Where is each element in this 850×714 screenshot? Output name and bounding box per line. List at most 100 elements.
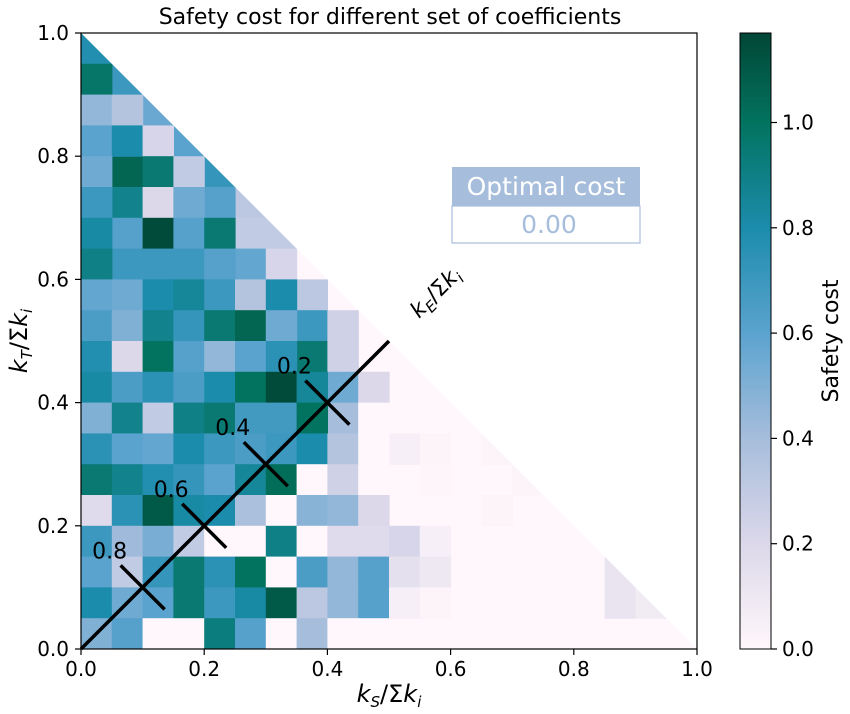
heatmap-cell [327, 495, 359, 527]
optimal-cost-value: 0.00 [521, 210, 577, 239]
heatmap-cell [358, 556, 390, 588]
heatmap-cell [111, 217, 144, 250]
heatmap-cell [81, 125, 113, 157]
heatmap-cell [81, 495, 113, 527]
heatmap-cell [142, 433, 174, 465]
diagonal-tick-mark [119, 564, 166, 611]
heatmap-cell [81, 310, 113, 342]
diagonal-tick-label: 0.4 [215, 416, 250, 441]
heatmap-cell [173, 464, 205, 496]
heatmap-cell [142, 341, 174, 373]
heatmap-cell [173, 587, 205, 619]
colorbar-tick-label: 0.8 [782, 216, 814, 240]
heatmap-cell [265, 341, 298, 373]
heatmap-cell [111, 279, 144, 311]
heatmap-cell [204, 217, 236, 250]
y-tick-label: 0.0 [37, 637, 69, 661]
x-tick-label: 1.0 [681, 657, 713, 681]
colorbar-label: Safety cost [819, 279, 844, 402]
heatmap-cell [81, 402, 113, 434]
heatmap-cell [142, 310, 174, 342]
heatmap-cell [81, 371, 113, 404]
heatmap-cell [265, 495, 298, 527]
heatmap-cell [142, 248, 174, 280]
heatmap-cell [111, 464, 144, 496]
heatmap-cell [265, 587, 298, 619]
heatmap-cell [327, 525, 359, 558]
heatmap-cell [265, 248, 298, 280]
heatmap-cell [204, 556, 236, 588]
heatmap-cell [235, 279, 267, 311]
colorbar-gradient [739, 32, 772, 650]
y-axis: 0.0 0.2 0.4 0.6 0.8 1.0 [37, 21, 81, 661]
heatmap-cell [81, 556, 113, 588]
heatmap-cell [235, 310, 267, 342]
heatmap-cell [81, 433, 113, 465]
x-tick-label: 0.6 [435, 657, 467, 681]
heatmap-cell [235, 248, 267, 280]
heatmap-cell [173, 248, 205, 280]
diagonal-tick-label: 0.8 [92, 539, 127, 564]
heatmap-cell [265, 310, 298, 342]
heatmap-cell [111, 525, 144, 558]
heatmap-cell [111, 156, 144, 188]
heatmap-cell [358, 587, 390, 619]
plot-frame [80, 32, 698, 650]
diagonal-tick-mark [180, 502, 228, 550]
heatmap-cell [235, 217, 267, 250]
heatmap-cell [142, 525, 174, 558]
heatmap-cell [296, 464, 328, 496]
heatmap-cell [81, 156, 113, 188]
heatmap-cells [81, 33, 667, 649]
heatmap-cell [358, 464, 390, 496]
heatmap-cell [358, 525, 390, 558]
heatmap-cell [265, 371, 298, 404]
heatmap-cell [296, 341, 328, 373]
heatmap-cell [204, 279, 236, 311]
heatmap-cell [111, 433, 144, 465]
heatmap-cell [327, 618, 359, 649]
heatmap-cell [142, 217, 174, 250]
heatmap-cell [327, 341, 359, 373]
heatmap-cell [204, 248, 236, 280]
heatmap-cell [265, 618, 298, 649]
heatmap-cell [235, 556, 267, 588]
heatmap-cell [142, 402, 174, 434]
heatmap-cell [142, 495, 174, 527]
heatmap-cell [296, 433, 328, 465]
optimal-cost-value-bg [451, 205, 641, 244]
heatmap-cell [111, 618, 144, 649]
diagonal-axis-line [79, 339, 391, 651]
heatmap-cell [81, 217, 113, 250]
x-axis-label: kS/Σki [357, 680, 423, 711]
heatmap-cell [358, 433, 390, 465]
heatmap-cell [111, 248, 144, 280]
diagonal-tick-mark [242, 440, 290, 488]
colorbar-tick-label: 1.0 [782, 111, 814, 135]
heatmap-cell [81, 187, 113, 219]
heatmap-cell [111, 310, 144, 342]
heatmap-cell [235, 495, 267, 527]
y-axis-label: kT/Σki [5, 308, 36, 373]
heatmap-cell [81, 279, 113, 311]
heatmap-cell [265, 556, 298, 588]
heatmap-cell [265, 402, 298, 434]
heatmap-cell [265, 279, 298, 311]
heatmap-cell [204, 310, 236, 342]
heatmap-cell [173, 402, 205, 434]
heatmap-cell [327, 433, 359, 465]
colorbar-ticks: 0.0 0.2 0.4 0.6 0.8 1.0 [771, 111, 814, 661]
heatmap-cell [204, 187, 236, 219]
heatmap-cell [173, 217, 205, 250]
heatmap-cell [204, 371, 236, 404]
optimal-cost-title: Optimal cost [467, 172, 626, 201]
heatmap-cell [296, 310, 328, 342]
heatmap-cell [173, 341, 205, 373]
heatmap-cell [358, 618, 390, 649]
heatmap-cell [111, 402, 144, 434]
heatmap-cell [481, 495, 513, 527]
colorbar-tick-label: 0.6 [782, 321, 814, 345]
diagonal-tick-label: 0.6 [154, 478, 189, 503]
heatmap-cell [81, 464, 113, 496]
heatmap-cell [81, 248, 113, 280]
